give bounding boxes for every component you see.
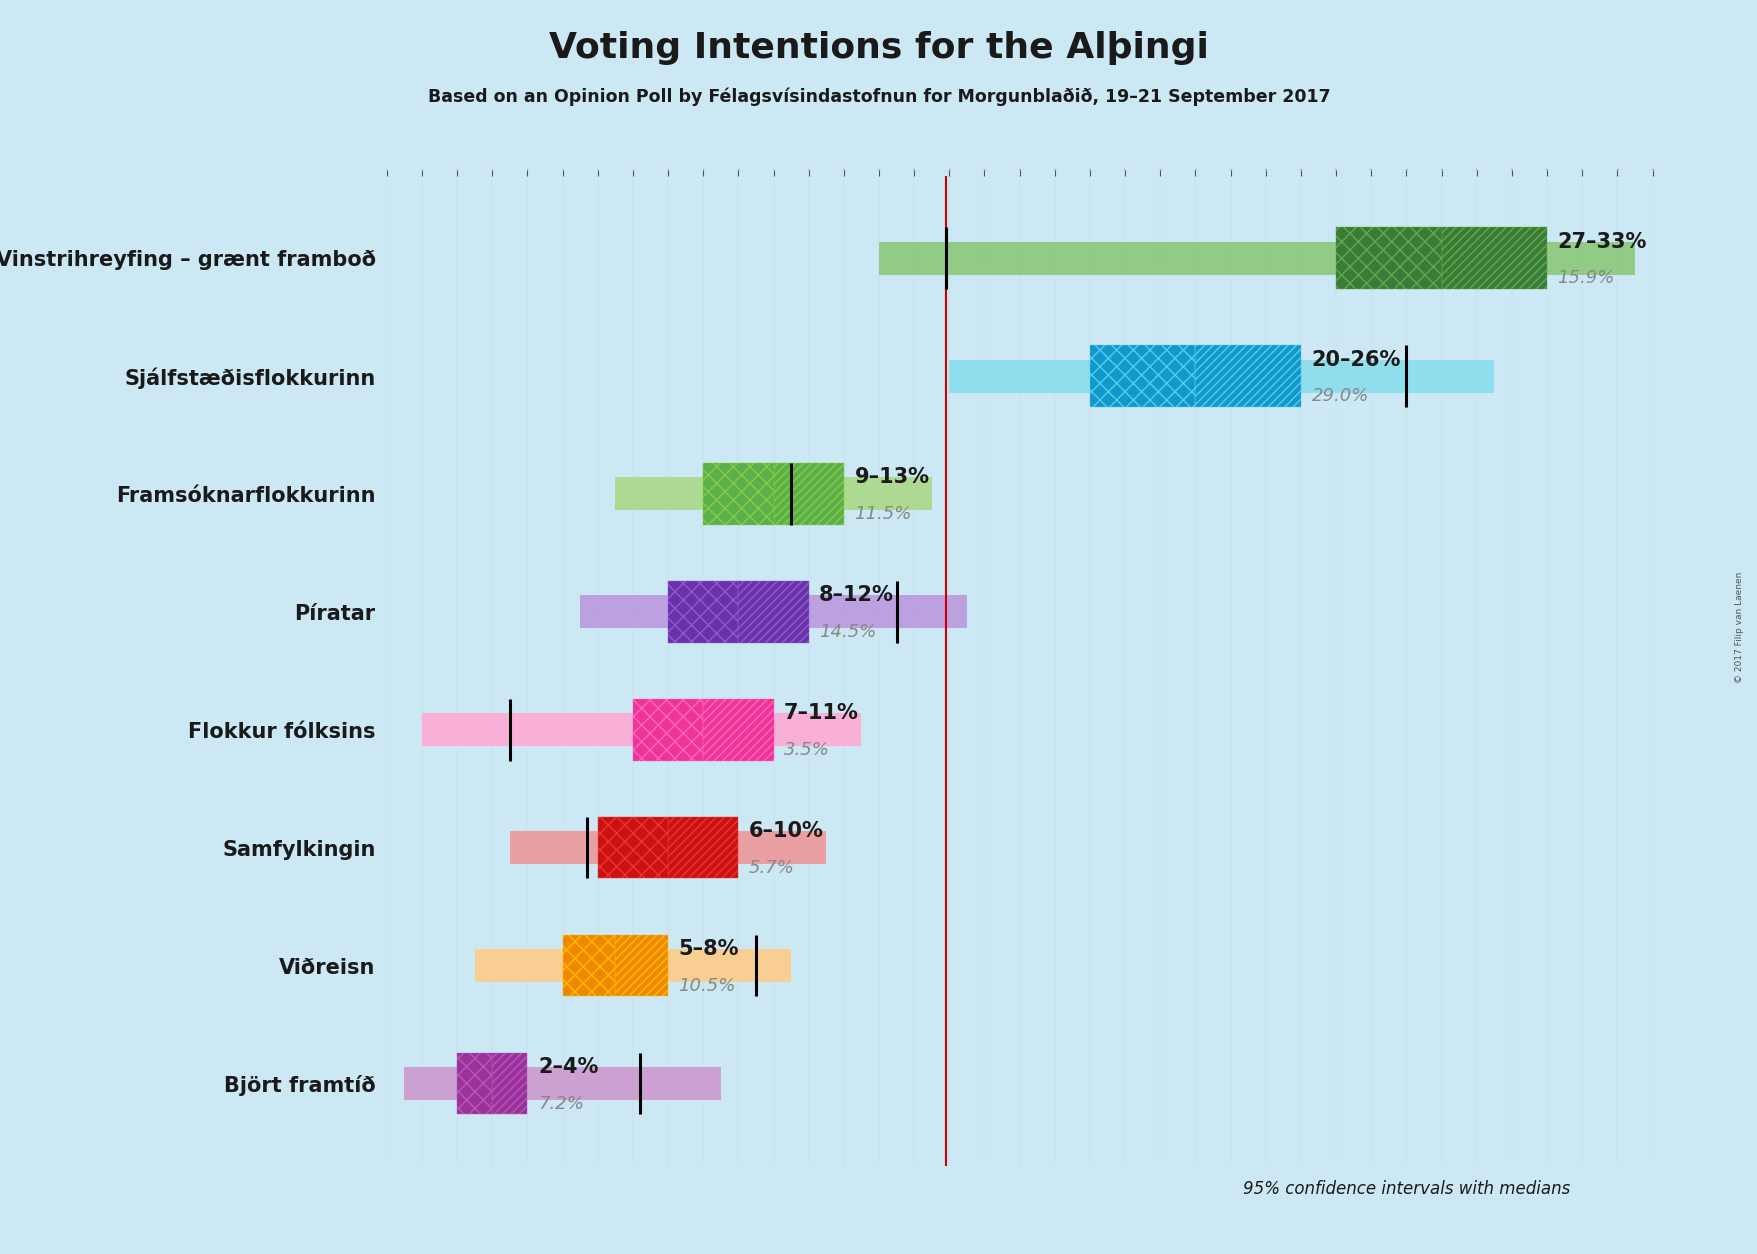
Text: 9–13%: 9–13% xyxy=(854,468,929,488)
Text: © 2017 Filip van Laenen: © 2017 Filip van Laenen xyxy=(1734,572,1743,682)
Bar xyxy=(562,935,615,997)
Text: 11.5%: 11.5% xyxy=(854,505,912,523)
Bar xyxy=(703,463,773,524)
Text: 6–10%: 6–10% xyxy=(748,821,824,841)
Bar xyxy=(878,242,1634,275)
Text: 2–4%: 2–4% xyxy=(538,1057,597,1077)
Text: 8–12%: 8–12% xyxy=(819,586,894,606)
Bar xyxy=(457,1053,527,1115)
Text: 10.5%: 10.5% xyxy=(678,977,736,994)
Text: 14.5%: 14.5% xyxy=(819,623,877,641)
Text: Based on an Opinion Poll by Félagsvísindastofnun for Morgunblaðið, 19–21 Septemb: Based on an Opinion Poll by Félagsvísind… xyxy=(427,88,1330,107)
Text: 15.9%: 15.9% xyxy=(1557,270,1615,287)
Bar xyxy=(615,935,668,997)
Bar xyxy=(949,360,1493,393)
Text: Voting Intentions for the Alþingi: Voting Intentions for the Alþingi xyxy=(548,31,1209,65)
Bar xyxy=(1195,345,1300,406)
Bar xyxy=(615,478,931,510)
Bar xyxy=(492,1053,527,1115)
Text: 5–8%: 5–8% xyxy=(678,939,738,959)
Bar xyxy=(668,582,808,642)
Bar xyxy=(703,463,843,524)
Bar xyxy=(773,463,843,524)
Text: 7–11%: 7–11% xyxy=(784,703,859,724)
Bar xyxy=(1335,227,1441,288)
Text: 7.2%: 7.2% xyxy=(538,1095,583,1112)
Bar xyxy=(703,700,773,760)
Bar xyxy=(597,818,738,879)
Bar xyxy=(633,700,773,760)
Text: 29.0%: 29.0% xyxy=(1311,387,1369,405)
Bar xyxy=(510,831,826,864)
Bar xyxy=(668,818,738,879)
Bar xyxy=(580,596,966,628)
Bar xyxy=(1089,345,1300,406)
Text: 27–33%: 27–33% xyxy=(1557,232,1646,252)
Text: 3.5%: 3.5% xyxy=(784,741,829,759)
Text: 95% confidence intervals with medians: 95% confidence intervals with medians xyxy=(1242,1180,1569,1198)
Bar xyxy=(457,1053,492,1115)
Bar xyxy=(562,935,668,997)
Bar xyxy=(738,582,808,642)
Bar xyxy=(633,700,703,760)
Bar xyxy=(404,1067,720,1100)
Bar xyxy=(422,714,861,746)
Bar xyxy=(474,949,791,982)
Bar xyxy=(1089,345,1195,406)
Bar xyxy=(597,818,668,879)
Bar xyxy=(1441,227,1546,288)
Text: 20–26%: 20–26% xyxy=(1311,350,1400,370)
Bar xyxy=(668,582,738,642)
Bar xyxy=(1335,227,1546,288)
Text: 5.7%: 5.7% xyxy=(748,859,794,877)
